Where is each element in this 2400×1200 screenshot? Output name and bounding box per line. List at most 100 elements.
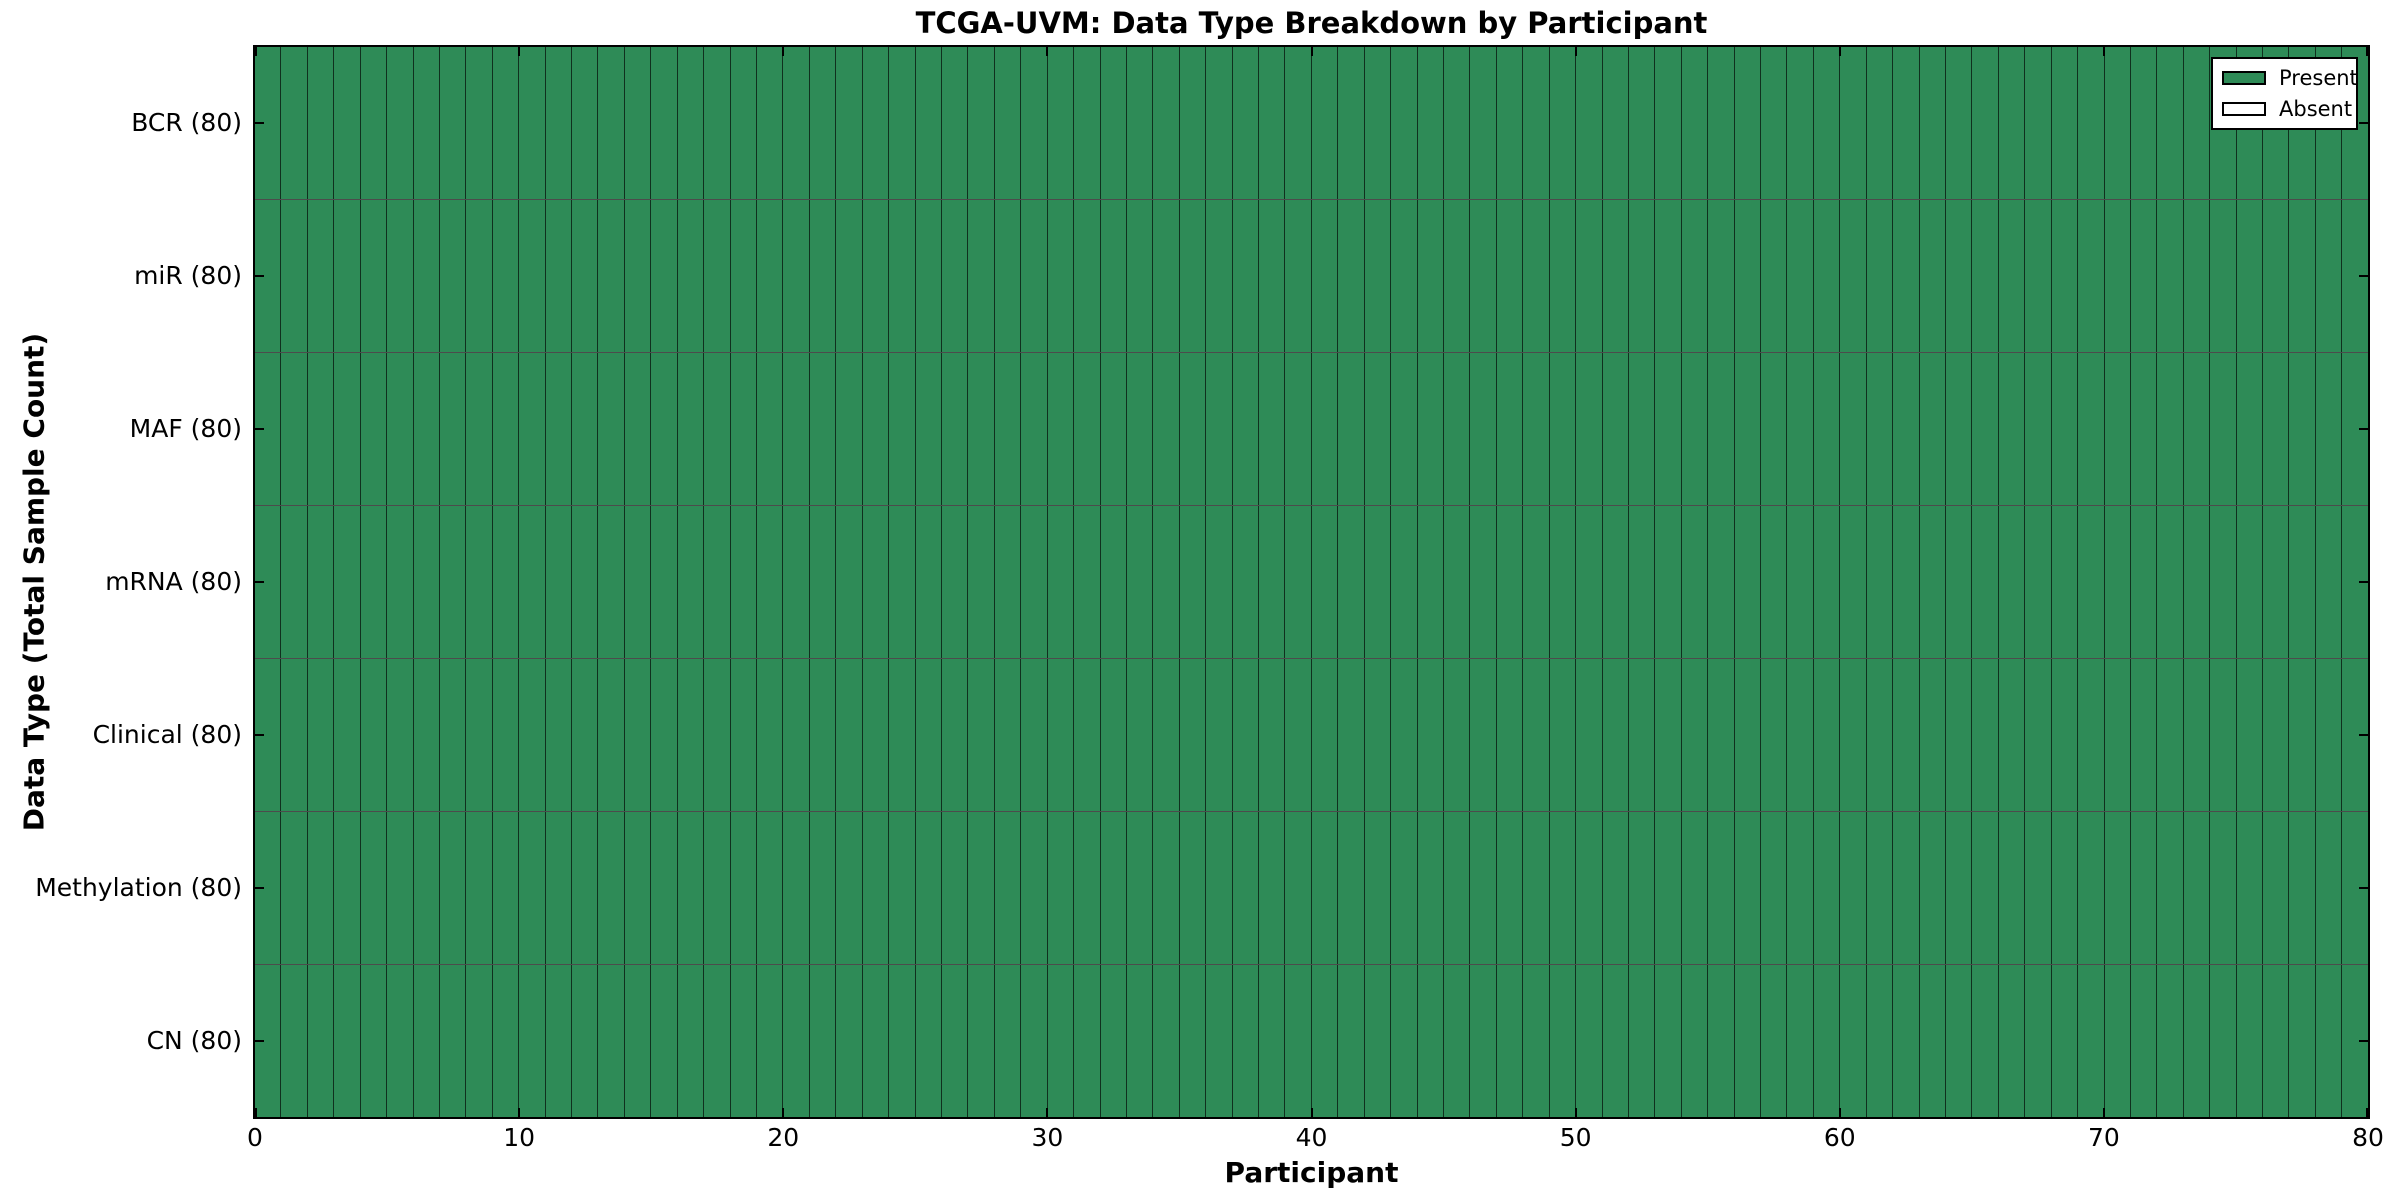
heatmap-cell: [1787, 506, 1814, 658]
heatmap-cell: [1787, 47, 1814, 199]
heatmap-cell: [360, 506, 388, 658]
heatmap-cell: [1285, 200, 1312, 352]
heatmap-cell: [1364, 506, 1392, 658]
heatmap-cell: [1443, 659, 1471, 811]
heatmap-cell: [968, 965, 995, 1117]
heatmap-cell: [624, 200, 652, 352]
heatmap-cell: [307, 200, 335, 352]
heatmap-cell: [1443, 812, 1471, 964]
heatmap-cell: [1813, 812, 1841, 964]
heatmap-cell: [387, 659, 414, 811]
heatmap-cell: [1391, 353, 1418, 505]
heatmap-cell: [2183, 659, 2211, 811]
heatmap-cell: [941, 506, 969, 658]
heatmap-cell: [519, 47, 546, 199]
heatmap-cell: [1206, 659, 1233, 811]
heatmap-cell: [307, 812, 335, 964]
heatmap-cell: [1126, 47, 1154, 199]
heatmap-cell: [730, 965, 758, 1117]
heatmap-cell: [862, 200, 890, 352]
heatmap-row: [255, 659, 2368, 812]
heatmap-cell: [2289, 812, 2316, 964]
heatmap-cell: [572, 659, 599, 811]
heatmap-cell: [1206, 47, 1233, 199]
heatmap-cell: [1047, 506, 1075, 658]
heatmap-cell: [2051, 506, 2079, 658]
heatmap-cell: [941, 812, 969, 964]
heatmap-cell: [2183, 353, 2211, 505]
heatmap-cell: [519, 659, 546, 811]
heatmap-cell: [1919, 812, 1946, 964]
heatmap-cell: [2051, 353, 2079, 505]
heatmap-cell: [1787, 200, 1814, 352]
heatmap-cell: [1681, 659, 1709, 811]
heatmap-cell: [651, 659, 678, 811]
heatmap-cell: [387, 47, 414, 199]
heatmap-cell: [1998, 506, 2026, 658]
heatmap-cell: [545, 965, 573, 1117]
heatmap-cell: [492, 659, 520, 811]
heatmap-cell: [1100, 353, 1127, 505]
heatmap-cell: [941, 353, 969, 505]
heatmap-cell: [413, 965, 440, 1117]
heatmap-cell: [2104, 353, 2131, 505]
heatmap-cell: [360, 200, 388, 352]
heatmap-cell: [1734, 812, 1762, 964]
heatmap-cell: [439, 965, 467, 1117]
heatmap-cell: [572, 965, 599, 1117]
heatmap-cell: [519, 965, 546, 1117]
heatmap-cell: [1813, 47, 1841, 199]
heatmap-cell: [1523, 353, 1550, 505]
heatmap-cell: [994, 47, 1022, 199]
heatmap-cell: [1602, 353, 1629, 505]
x-tick-label: 0: [247, 1123, 263, 1152]
heatmap-cell: [1153, 965, 1180, 1117]
heatmap-cell: [1655, 200, 1682, 352]
heatmap-cell: [2104, 506, 2131, 658]
heatmap-cell: [862, 353, 890, 505]
heatmap-cell: [2183, 965, 2211, 1117]
heatmap-cell: [677, 965, 705, 1117]
heatmap-cell: [1391, 506, 1418, 658]
heatmap-cell: [1893, 47, 1920, 199]
heatmap-cell: [1047, 659, 1075, 811]
heatmap-cell: [1470, 506, 1497, 658]
heatmap-cell: [1787, 659, 1814, 811]
heatmap-cell: [915, 659, 942, 811]
heatmap-cell: [1179, 200, 1207, 352]
heatmap-cell: [413, 200, 440, 352]
heatmap-cell: [519, 812, 546, 964]
heatmap-cell: [1047, 812, 1075, 964]
heatmap-cell: [809, 965, 837, 1117]
heatmap-cell: [677, 200, 705, 352]
x-tick-label: 20: [767, 1123, 800, 1152]
heatmap-cell: [968, 659, 995, 811]
heatmap-cell: [1893, 200, 1920, 352]
heatmap-cell: [1972, 812, 1999, 964]
heatmap-cell: [889, 506, 916, 658]
heatmap-cell: [1681, 506, 1709, 658]
heatmap-cell: [1021, 47, 1048, 199]
heatmap-cell: [1893, 659, 1920, 811]
heatmap-cell: [915, 506, 942, 658]
heatmap-cell: [2183, 506, 2211, 658]
heatmap-cell: [809, 47, 837, 199]
x-tick-label: 10: [503, 1123, 536, 1152]
heatmap-cell: [572, 200, 599, 352]
heatmap-cell: [1681, 47, 1709, 199]
heatmap-cell: [677, 659, 705, 811]
heatmap-cell: [757, 200, 784, 352]
heatmap-cell: [1285, 812, 1312, 964]
heatmap-cell: [1708, 965, 1735, 1117]
heatmap-cell: [2263, 965, 2290, 1117]
heatmap-cell: [994, 353, 1022, 505]
heatmap-cell: [704, 812, 731, 964]
heatmap-cell: [836, 47, 863, 199]
heatmap-cell: [1206, 506, 1233, 658]
heatmap-cell: [598, 506, 625, 658]
heatmap-cell: [1126, 812, 1154, 964]
heatmap-cell: [1761, 659, 1788, 811]
heatmap-cell: [492, 353, 520, 505]
heatmap-cell: [413, 353, 440, 505]
